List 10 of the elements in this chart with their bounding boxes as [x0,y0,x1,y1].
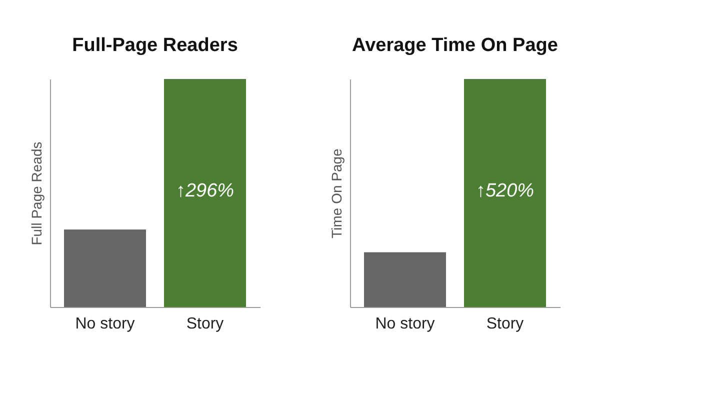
chart-title: Full-Page Readers [72,35,238,56]
y-axis-title: Time On Page [328,148,344,238]
x-tick-label: Story [486,316,524,332]
x-tick-label: Story [186,316,224,332]
chart-title: Average Time On Page [352,35,558,56]
x-tick-label: No story [375,316,435,332]
annotation: ↑520% [476,180,534,202]
x-tick-label: No story [75,316,135,332]
annotation: ↑296% [176,180,234,202]
y-axis-title: Full Page Reads [28,142,44,246]
